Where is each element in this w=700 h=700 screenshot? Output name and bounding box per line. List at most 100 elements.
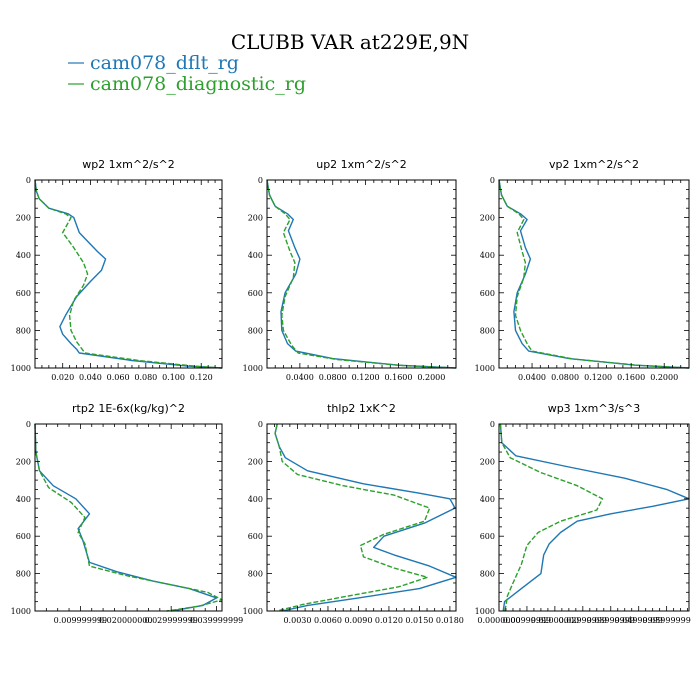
chart-panel-3: vp2 1xm^2/s^2 0 200 400 600 800 1000 0.0400 0.08… [475, 158, 690, 382]
x-tick-label: 0.0030 [283, 616, 311, 625]
x-tick-label: 0.2000 [417, 373, 445, 382]
y-tick-label: 600 [16, 289, 31, 298]
y-tick-label: 1000 [243, 364, 263, 373]
y-tick-label: 400 [16, 251, 31, 260]
plot-frame [266, 423, 457, 612]
y-tick-label: 800 [16, 326, 31, 335]
legend: cam078_dflt_rg cam078_diagnostic_rg [68, 52, 306, 95]
series-line-dflt [499, 423, 690, 612]
y-tick-label: 800 [480, 570, 495, 579]
x-tick-label: 0.02999999 [559, 616, 607, 625]
x-tick-label: 0.040 [79, 373, 102, 382]
x-tick-label: 0.2000 [650, 373, 678, 382]
x-tick-label: 0.1200 [352, 373, 380, 382]
x-tick-label: 0.1600 [384, 373, 412, 382]
series-line-diagnostic [266, 179, 457, 369]
series-line-diagnostic [34, 423, 223, 612]
panel-title: rtp2 1E-6x(kg/kg)^2 [72, 402, 185, 415]
plot-frame [34, 179, 223, 369]
panel-title: vp2 1xm^2/s^2 [549, 158, 639, 171]
x-tick-label: 0.0150 [405, 616, 433, 625]
y-tick-label: 200 [16, 214, 31, 223]
y-tick-label: 200 [16, 457, 31, 466]
y-tick-label: 0 [26, 176, 31, 185]
x-tick-label: 0.0400 [286, 373, 314, 382]
legend-entry-diagnostic: cam078_diagnostic_rg [68, 73, 306, 95]
plot-frame [498, 179, 690, 369]
y-tick-label: 400 [248, 251, 263, 260]
y-tick-label: 600 [16, 532, 31, 541]
x-tick-label: 0.009999999 [54, 616, 107, 625]
chart-panel-5: thlp2 1xK^2 0 200 400 600 800 1000 0.0030 0.0060… [243, 402, 464, 625]
y-tick-label: 800 [248, 570, 263, 579]
y-tick-label: 200 [480, 214, 495, 223]
x-tick-label: 0.0800 [551, 373, 579, 382]
x-tick-label: 0.029999999 [144, 616, 197, 625]
y-tick-label: 200 [248, 214, 263, 223]
x-tick-label: 0.080 [134, 373, 157, 382]
panels: wp2 1xm^2/s^2 0 200 400 600 800 1000 0.020 0.040… [11, 158, 691, 625]
y-tick-label: 0 [490, 176, 495, 185]
x-tick-label: 0.060 [107, 373, 130, 382]
y-tick-label: 600 [248, 289, 263, 298]
x-tick-label: 0.0120 [375, 616, 403, 625]
y-tick-label: 1000 [475, 364, 495, 373]
y-tick-label: 0 [490, 420, 495, 429]
legend-label-diagnostic: cam078_diagnostic_rg [90, 73, 306, 95]
x-tick-label: 0.02000000 [531, 616, 579, 625]
legend-entry-dflt: cam078_dflt_rg [68, 52, 239, 74]
series-line-diagnostic [34, 179, 223, 369]
y-tick-label: 0 [258, 420, 263, 429]
x-tick-label: 0.0000000 [477, 616, 520, 625]
y-tick-label: 400 [480, 251, 495, 260]
y-tick-label: 400 [248, 495, 263, 504]
figure-title: CLUBB VAR at229E,9N [231, 30, 469, 54]
series-line-diagnostic [499, 423, 604, 612]
x-tick-label: 0.100 [162, 373, 185, 382]
x-tick-label: 0.03999999 [587, 616, 635, 625]
x-tick-label: 0.020000000 [99, 616, 152, 625]
y-tick-label: 1000 [475, 607, 495, 616]
series-line-diagnostic [498, 179, 690, 369]
panel-title: up2 1xm^2/s^2 [316, 158, 407, 171]
chart-panel-2: up2 1xm^2/s^2 0 200 400 600 800 1000 0.0400 0.08… [243, 158, 457, 382]
series-line-dflt [34, 423, 218, 612]
chart-panel-1: wp2 1xm^2/s^2 0 200 400 600 800 1000 0.020 0.040… [11, 158, 223, 382]
y-tick-label: 1000 [11, 364, 31, 373]
y-tick-label: 400 [480, 495, 495, 504]
y-tick-label: 200 [248, 457, 263, 466]
x-tick-label: 0.1200 [584, 373, 612, 382]
y-tick-label: 1000 [243, 607, 263, 616]
x-tick-label: 0.05999999 [642, 616, 690, 625]
series-line-dflt [274, 423, 457, 612]
x-tick-label: 0.0060 [314, 616, 342, 625]
y-tick-label: 1000 [11, 607, 31, 616]
x-tick-label: 0.020 [51, 373, 74, 382]
y-tick-label: 0 [258, 176, 263, 185]
series-line-dflt [34, 179, 223, 369]
panel-title: thlp2 1xK^2 [327, 402, 396, 415]
x-tick-label: 0.120 [190, 373, 213, 382]
y-tick-label: 600 [480, 289, 495, 298]
series-line-dflt [498, 179, 690, 369]
x-tick-label: 0.0400 [518, 373, 546, 382]
panel-title: wp3 1xm^3/s^3 [548, 402, 641, 415]
x-tick-label: 0.00999999 [503, 616, 551, 625]
x-tick-label: 0.04999999 [615, 616, 663, 625]
legend-label-dflt: cam078_dflt_rg [90, 52, 239, 74]
y-tick-label: 800 [16, 570, 31, 579]
plot-frame [34, 423, 223, 612]
chart-panel-4: rtp2 1E-6x(kg/kg)^2 0 200 400 600 800 1000 0.00… [11, 402, 244, 625]
y-tick-label: 600 [480, 532, 495, 541]
x-tick-label: 0.039999999 [190, 616, 243, 625]
series-line-dflt [266, 179, 457, 369]
y-tick-label: 200 [480, 457, 495, 466]
panel-title: wp2 1xm^2/s^2 [82, 158, 175, 171]
chart-panel-6: wp3 1xm^3/s^3020040060080010000.00000000… [475, 402, 691, 625]
x-tick-label: 0.0090 [344, 616, 372, 625]
series-line-diagnostic [274, 423, 431, 612]
x-tick-label: 0.0800 [319, 373, 347, 382]
y-tick-label: 400 [16, 495, 31, 504]
y-tick-label: 800 [248, 326, 263, 335]
